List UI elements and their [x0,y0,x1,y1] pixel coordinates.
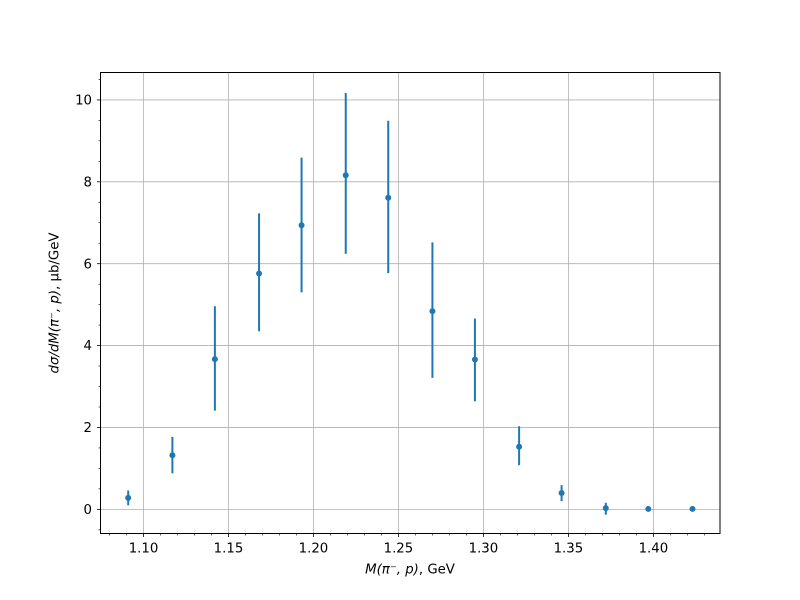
x-tick-label: 1.35 [554,542,584,557]
data-point [298,222,305,229]
x-tick-label: 1.15 [214,542,244,557]
y-tick-label: 8 [84,175,92,190]
y-tick-label: 2 [84,421,92,436]
y-tick-label: 6 [84,257,92,272]
plot-frame [100,72,721,534]
data-point [602,505,609,512]
data-point [558,489,565,496]
x-axis-label: M(π⁻, p), GeV [365,563,455,578]
data-point [169,452,176,459]
data-point [342,172,349,179]
y-tick-label: 10 [75,94,92,109]
y-axis-label-math: dσ/dM(π⁻, p) [47,289,63,374]
data-point [689,505,696,512]
data-point [125,494,132,501]
x-axis-label-unit: , GeV [418,562,455,578]
y-axis-label-unit: , μb/GeV [47,232,63,290]
x-tick-label: 1.30 [469,542,499,557]
data-point [211,356,218,363]
y-axis-label: dσ/dM(π⁻, p), μb/GeV [48,233,63,374]
y-tick-label: 4 [84,339,92,354]
data-point [645,505,652,512]
y-tick-label: 0 [84,503,92,518]
data-point [471,356,478,363]
data-point [256,270,263,277]
x-tick-label: 1.40 [639,542,669,557]
data-point [429,308,436,315]
x-tick-label: 1.20 [299,542,329,557]
data-point [516,443,523,450]
x-axis-label-math: M(π⁻, p) [365,562,419,578]
x-tick-label: 1.10 [129,542,159,557]
x-tick-label: 1.25 [384,542,414,557]
data-point [385,194,392,201]
